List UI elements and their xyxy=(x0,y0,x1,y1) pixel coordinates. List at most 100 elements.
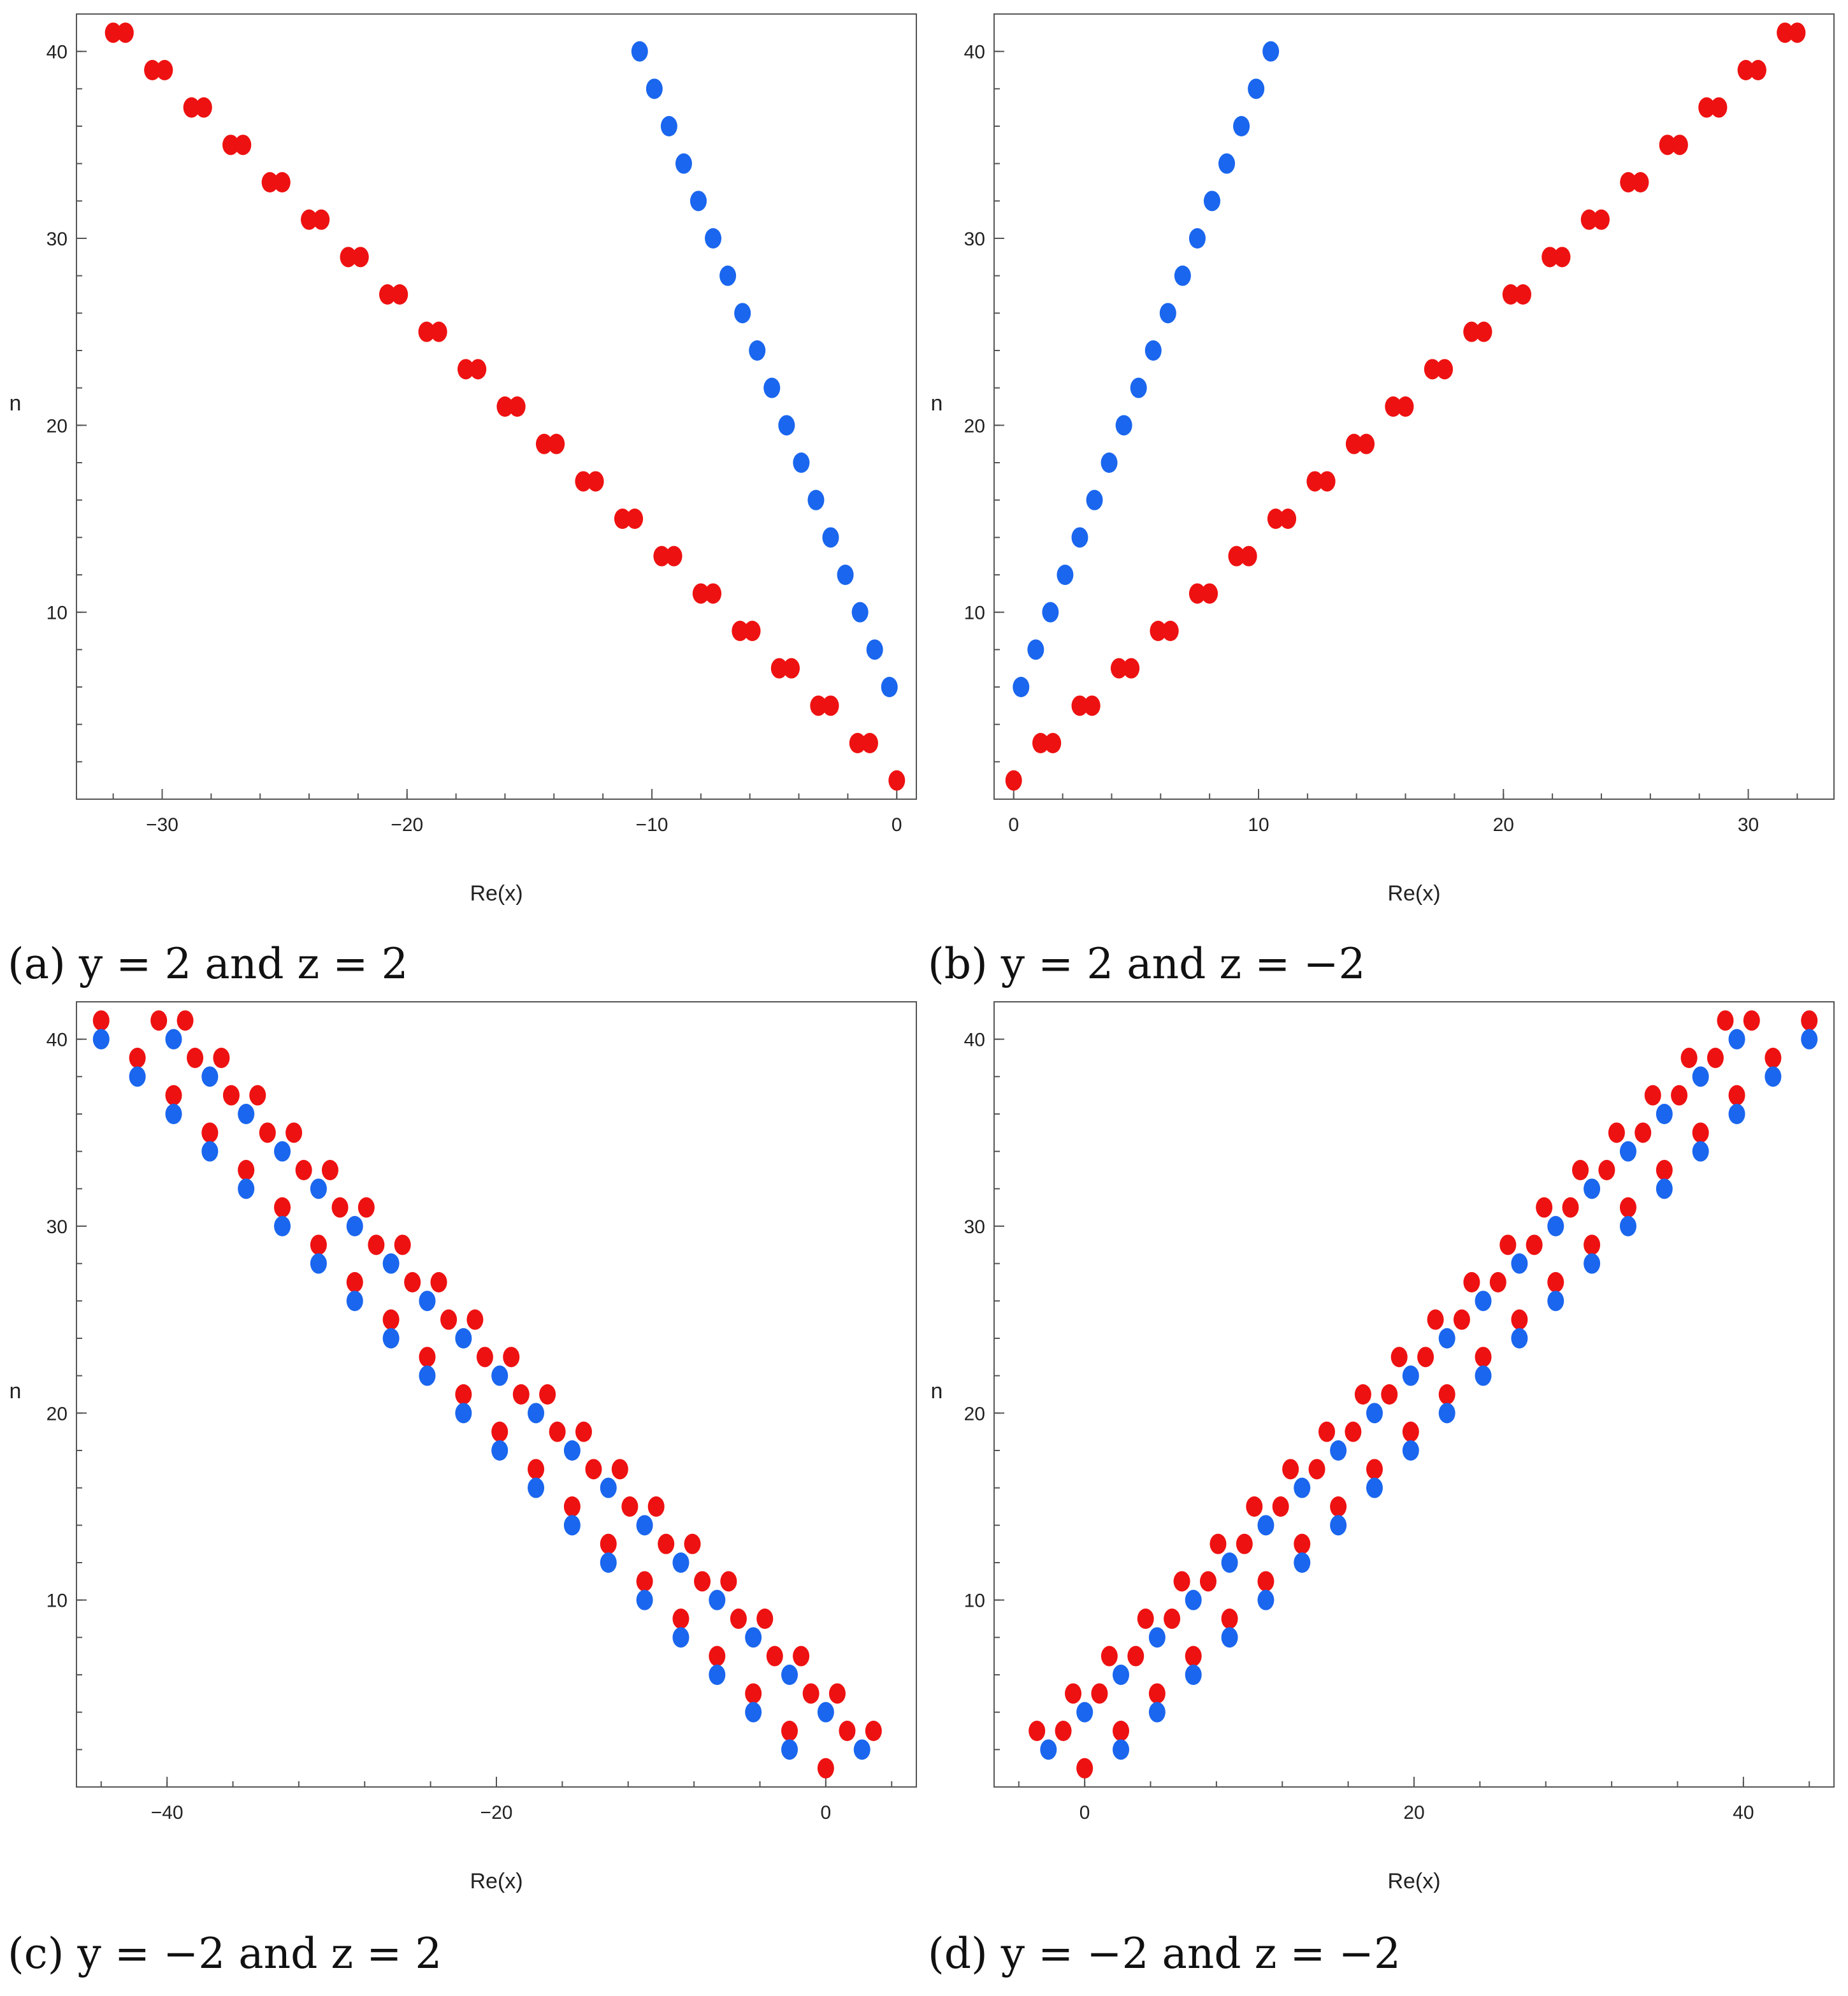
data-point xyxy=(1475,1365,1492,1386)
data-point xyxy=(1294,1533,1311,1554)
data-point xyxy=(183,97,200,118)
data-point xyxy=(709,1665,726,1685)
x-axis-title: Re(x) xyxy=(1387,1869,1440,1893)
data-point xyxy=(1562,1197,1579,1218)
data-point xyxy=(1148,1702,1166,1723)
data-point xyxy=(1150,621,1167,641)
data-point xyxy=(177,1010,194,1031)
data-point xyxy=(793,452,810,473)
data-point xyxy=(802,1683,819,1704)
data-point xyxy=(213,1048,230,1068)
data-point xyxy=(1728,1085,1745,1106)
data-point xyxy=(1144,340,1162,361)
data-point xyxy=(1318,471,1336,492)
data-point xyxy=(781,1739,798,1760)
data-point xyxy=(1463,1272,1480,1292)
data-point xyxy=(1427,1309,1444,1330)
data-point xyxy=(839,1721,856,1741)
data-point xyxy=(1659,134,1676,155)
data-point xyxy=(653,546,670,567)
data-point xyxy=(575,1421,592,1442)
data-point xyxy=(1692,1122,1709,1143)
data-point xyxy=(1110,658,1127,679)
data-point xyxy=(1218,153,1236,174)
data-point xyxy=(249,1085,266,1106)
data-point xyxy=(1086,489,1103,510)
x-tick-label: 20 xyxy=(1403,1802,1424,1823)
data-point xyxy=(665,546,682,567)
data-point xyxy=(1262,41,1280,62)
data-point xyxy=(394,1234,411,1255)
data-point xyxy=(1632,172,1649,192)
data-point xyxy=(352,247,369,268)
data-point xyxy=(1728,1104,1745,1124)
data-point xyxy=(310,1253,327,1274)
data-point xyxy=(600,1552,617,1573)
data-point xyxy=(379,284,396,305)
data-point xyxy=(822,695,839,716)
data-point xyxy=(1345,1421,1362,1442)
data-point xyxy=(1306,471,1324,492)
data-point xyxy=(1076,1702,1094,1723)
data-point xyxy=(658,1533,675,1554)
y-tick-label: 30 xyxy=(964,1217,985,1238)
data-point xyxy=(1185,1589,1202,1610)
data-point xyxy=(470,359,487,380)
data-point xyxy=(749,340,766,361)
data-point xyxy=(1656,1104,1673,1124)
data-point xyxy=(419,1347,436,1368)
data-point xyxy=(1777,22,1794,43)
data-point xyxy=(1475,1347,1492,1368)
data-point xyxy=(129,1066,146,1087)
data-point xyxy=(455,1384,472,1405)
data-point xyxy=(1201,583,1218,604)
data-point xyxy=(705,228,722,249)
data-point xyxy=(1707,1048,1724,1068)
data-point xyxy=(675,153,692,174)
data-point xyxy=(382,1328,400,1349)
data-point xyxy=(1584,1234,1601,1255)
y-tick-label: 40 xyxy=(47,1030,68,1051)
data-point xyxy=(631,41,648,62)
data-point xyxy=(1148,1683,1166,1704)
data-point xyxy=(1765,1066,1782,1087)
data-point xyxy=(1541,247,1559,268)
x-tick-label: 30 xyxy=(1738,814,1759,835)
data-point xyxy=(1282,1459,1299,1480)
data-point xyxy=(1710,97,1728,118)
data-point xyxy=(1123,658,1140,679)
data-point xyxy=(1801,1029,1818,1050)
y-tick-label: 20 xyxy=(47,1403,68,1424)
data-point xyxy=(274,1141,291,1162)
data-point xyxy=(781,1721,798,1741)
data-point xyxy=(1402,1440,1419,1461)
data-point xyxy=(1013,677,1030,697)
data-point xyxy=(1345,433,1362,454)
data-point xyxy=(1112,1665,1129,1685)
y-tick-label: 10 xyxy=(964,1591,985,1612)
data-point xyxy=(1188,228,1206,249)
data-point xyxy=(1580,209,1598,230)
data-point xyxy=(1366,1403,1383,1424)
data-point xyxy=(851,602,869,623)
data-point xyxy=(466,1309,484,1330)
data-point xyxy=(1717,1010,1734,1031)
data-point xyxy=(611,1459,628,1480)
axis-ticks: −30 −20 −10 0 10 20 30 40 xyxy=(47,13,902,835)
axis-ticks: 0 20 40 10 20 30 40 xyxy=(964,1001,1810,1823)
data-point xyxy=(509,396,526,417)
x-tick-label: 0 xyxy=(1079,1802,1090,1823)
data-point xyxy=(1148,1627,1166,1648)
data-point xyxy=(822,527,839,548)
data-point xyxy=(1749,60,1766,80)
data-point xyxy=(1272,1496,1289,1517)
data-point xyxy=(881,677,898,697)
data-point xyxy=(129,1048,146,1068)
y-tick-label: 30 xyxy=(47,229,68,250)
data-point xyxy=(1308,1459,1325,1480)
y-tick-label: 40 xyxy=(47,42,68,63)
plot-frame xyxy=(993,13,1835,800)
data-point xyxy=(1042,602,1059,623)
data-point xyxy=(430,1272,447,1292)
